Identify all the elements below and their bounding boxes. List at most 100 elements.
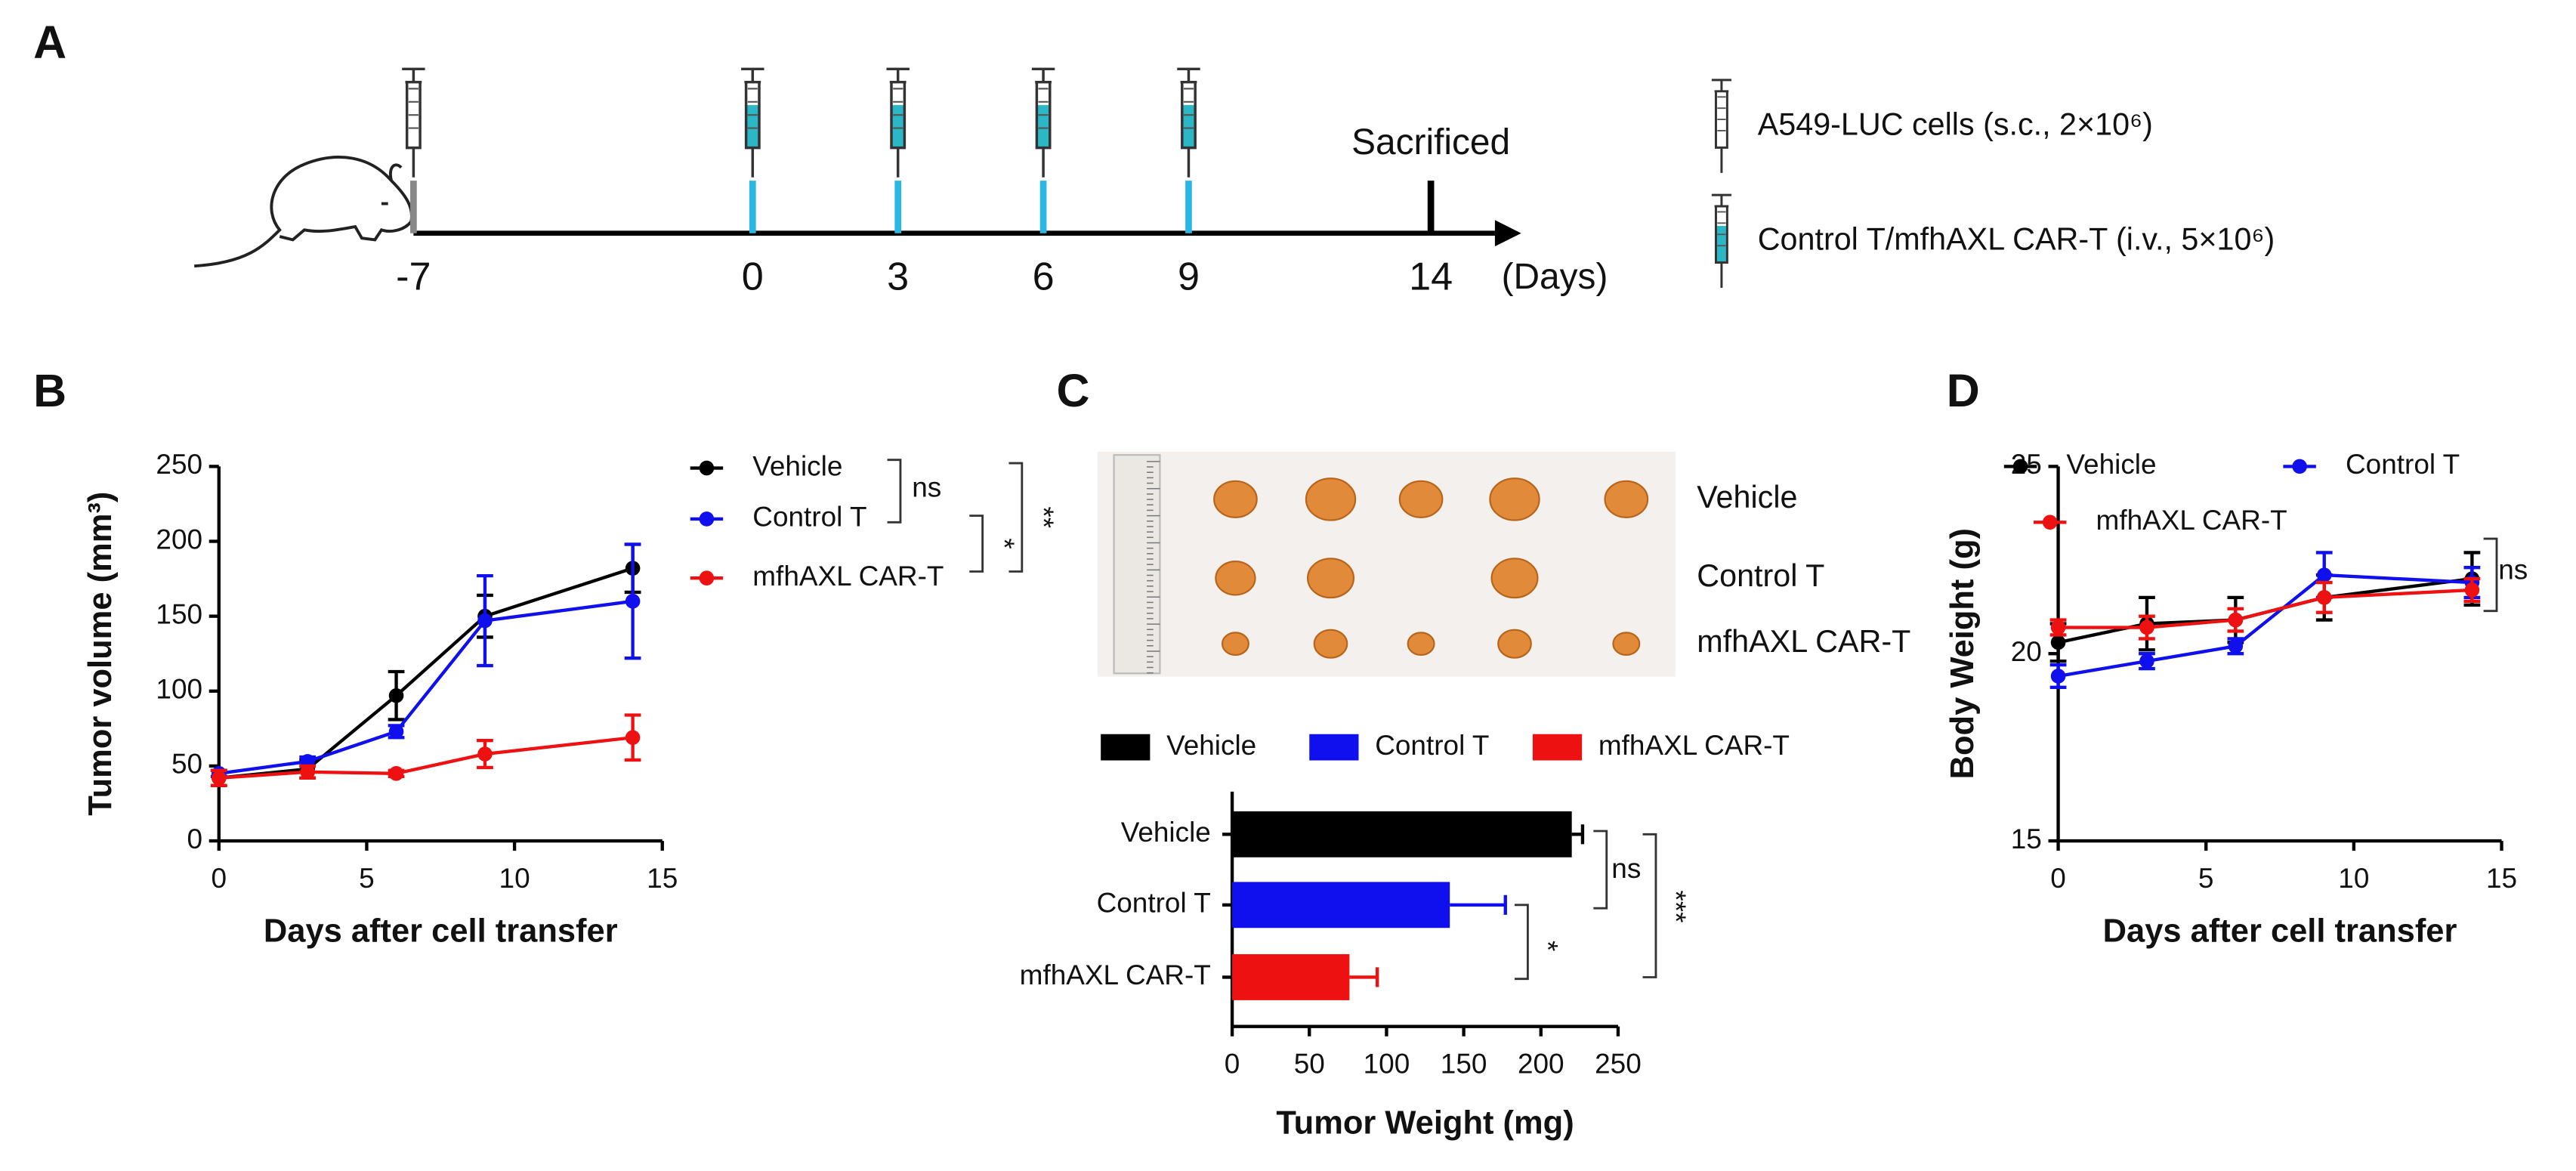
legend-swatch xyxy=(1101,734,1151,761)
legend-marker xyxy=(2292,459,2307,474)
tumor xyxy=(1398,480,1444,518)
x-tick-label: 0 xyxy=(212,863,227,894)
panel-label: A xyxy=(33,17,66,68)
x-tick-label: 0 xyxy=(2050,863,2066,894)
significance-label: ns xyxy=(2498,554,2528,585)
significance-label: * xyxy=(1533,941,1564,951)
panel-label: B xyxy=(33,365,66,416)
significance-label: *** xyxy=(1660,890,1691,922)
error-bar xyxy=(1349,967,1379,987)
legend-label: Control T xyxy=(2346,449,2460,480)
bar xyxy=(1232,882,1450,928)
y-axis-label: Body Weight (g) xyxy=(1944,528,1981,779)
legend-marker xyxy=(699,570,715,586)
series-line xyxy=(218,567,634,780)
data-point xyxy=(388,724,404,740)
y-tick-label: Control T xyxy=(1097,888,1211,919)
data-point xyxy=(212,770,227,786)
x-tick-label: 150 xyxy=(1441,1049,1487,1080)
significance-bracket xyxy=(1593,830,1608,910)
tumor xyxy=(1221,632,1249,657)
x-axis-label: Days after cell transfer xyxy=(264,913,618,949)
bar xyxy=(1232,954,1350,1000)
x-tick-label: 5 xyxy=(359,863,375,894)
tumor xyxy=(1407,632,1435,657)
panel-label: D xyxy=(1947,365,1980,416)
timeline-unit: (Days) xyxy=(1502,257,1608,297)
timeline-day: 3 xyxy=(887,255,909,298)
y-axis-label: Tumor volume (mm³) xyxy=(82,492,119,816)
data-point xyxy=(300,765,315,780)
photo-label: Vehicle xyxy=(1697,480,1797,514)
syringe-icon xyxy=(1030,67,1057,179)
tumor xyxy=(1490,558,1539,599)
panel-label: C xyxy=(1056,365,1089,416)
data-point xyxy=(2316,590,2332,605)
x-tick-label: 250 xyxy=(1595,1049,1642,1080)
data-point xyxy=(388,766,404,781)
significance-bracket xyxy=(2483,537,2498,613)
legend-swatch xyxy=(1309,734,1359,761)
series-line xyxy=(218,599,633,775)
legend-label: Vehicle xyxy=(1166,730,1256,761)
significance-bracket xyxy=(1642,833,1657,978)
x-tick-label: 10 xyxy=(499,863,530,894)
legend-label: Control T xyxy=(1375,730,1489,761)
legend-label: mfhAXL CAR-T xyxy=(752,561,944,592)
tumor xyxy=(1313,629,1348,659)
timeline-day: 6 xyxy=(1033,255,1055,298)
error-bar xyxy=(1450,894,1507,915)
significance-bracket xyxy=(1514,904,1529,981)
x-tick-label: 10 xyxy=(2338,863,2369,894)
photo-label: Control T xyxy=(1697,558,1824,593)
tumor xyxy=(1306,558,1355,599)
x-tick-label: 200 xyxy=(1518,1049,1564,1080)
timeline-arrow xyxy=(1494,220,1521,247)
data-point xyxy=(2139,619,2154,635)
y-tick-label: 0 xyxy=(187,823,202,854)
timeline-day: 9 xyxy=(1178,255,1200,298)
legend-label: mfhAXL CAR-T xyxy=(1598,730,1790,761)
significance-bracket xyxy=(969,514,984,573)
legend-text: Control T/mfhAXL CAR-T (i.v., 5×10⁶) xyxy=(1758,221,2275,256)
legend-marker xyxy=(699,511,715,527)
x-tick-label: 5 xyxy=(2198,863,2214,894)
data-point xyxy=(2228,638,2244,654)
y-tick-label: 20 xyxy=(2011,636,2042,667)
photo-label: mfhAXL CAR-T xyxy=(1697,624,1910,659)
tumor xyxy=(1489,477,1540,521)
legend-marker xyxy=(2012,459,2028,474)
data-point xyxy=(477,746,493,762)
data-point xyxy=(2464,582,2480,598)
tumor xyxy=(1604,480,1649,518)
data-point xyxy=(2050,669,2066,684)
y-tick-label: mfhAXL CAR-T xyxy=(1020,959,1211,990)
data-point xyxy=(388,687,404,703)
x-tick-label: 15 xyxy=(2486,863,2517,894)
data-point xyxy=(625,730,641,746)
legend-label: Vehicle xyxy=(2066,449,2156,480)
x-axis-label: Days after cell transfer xyxy=(2103,913,2457,949)
x-tick-label: 50 xyxy=(1294,1049,1325,1080)
series-line xyxy=(2058,573,2473,678)
syringe-icon xyxy=(740,67,766,179)
data-point xyxy=(2050,619,2066,635)
syringe-icon xyxy=(1710,193,1733,289)
x-tick-label: 0 xyxy=(1225,1049,1240,1080)
significance-label: * xyxy=(989,538,1020,548)
tumor-photo xyxy=(1097,451,1676,677)
y-tick-label: Vehicle xyxy=(1121,817,1211,848)
data-point xyxy=(2050,635,2066,650)
y-tick-label: 50 xyxy=(171,749,202,780)
data-point xyxy=(625,594,641,609)
x-axis-label: Tumor Weight (mg) xyxy=(1276,1105,1574,1142)
significance-label: ns xyxy=(912,472,941,503)
timeline-day: 14 xyxy=(1409,255,1453,298)
legend-marker xyxy=(699,460,715,476)
legend-label: Control T xyxy=(752,502,866,533)
significance-bracket xyxy=(887,459,902,524)
data-point xyxy=(2316,567,2332,582)
syringe-icon xyxy=(885,67,911,179)
timeline-day: -7 xyxy=(396,255,431,298)
